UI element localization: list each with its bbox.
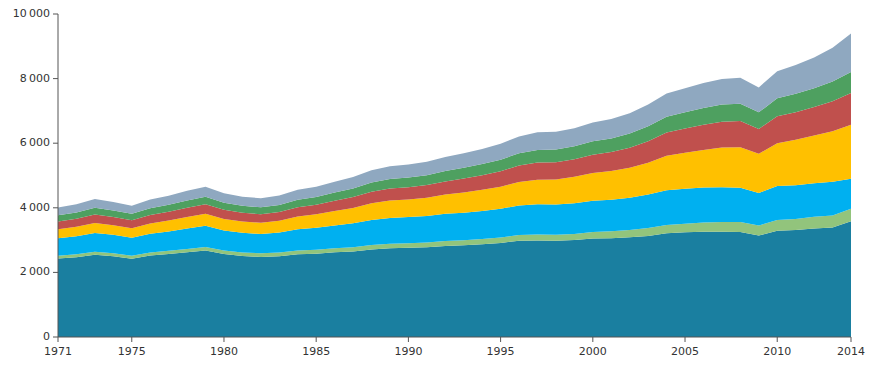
y-tick-label: 10 000 bbox=[13, 7, 50, 20]
x-axis-line bbox=[58, 337, 851, 338]
x-tick bbox=[131, 337, 132, 342]
x-tick bbox=[851, 337, 852, 342]
x-tick-label: 2014 bbox=[837, 345, 865, 358]
y-tick bbox=[53, 272, 58, 273]
x-tick bbox=[58, 337, 59, 342]
x-tick-label: 1980 bbox=[210, 345, 238, 358]
x-tick bbox=[777, 337, 778, 342]
x-tick bbox=[685, 337, 686, 342]
y-tick bbox=[53, 78, 58, 79]
y-tick-label: 2 000 bbox=[20, 265, 50, 278]
x-tick bbox=[592, 337, 593, 342]
x-tick-label: 1975 bbox=[118, 345, 146, 358]
x-tick bbox=[408, 337, 409, 342]
axes: 0 2 000 4 000 6 000 8 000 10 000 1971 1975 1980 1… bbox=[13, 7, 865, 358]
y-tick-label: 4 000 bbox=[20, 201, 50, 214]
x-tick-label: 2000 bbox=[579, 345, 607, 358]
chart: 0 2 000 4 000 6 000 8 000 10 000 1971 1975 1980 1… bbox=[0, 0, 873, 367]
y-tick bbox=[53, 337, 58, 338]
y-tick bbox=[53, 143, 58, 144]
x-tick bbox=[223, 337, 224, 342]
y-tick bbox=[53, 14, 58, 15]
area bbox=[58, 34, 851, 216]
x-tick-label: 1985 bbox=[302, 345, 330, 358]
x-tick-label: 2005 bbox=[671, 345, 699, 358]
x-tick-label: 2010 bbox=[763, 345, 791, 358]
y-tick bbox=[53, 207, 58, 208]
y-axis-line bbox=[58, 14, 59, 337]
x-tick-label: 1995 bbox=[487, 345, 515, 358]
areas bbox=[58, 34, 851, 337]
x-tick-label: 1971 bbox=[44, 345, 72, 358]
x-tick bbox=[316, 337, 317, 342]
y-tick-label: 8 000 bbox=[20, 72, 50, 85]
y-tick-label: 6 000 bbox=[20, 136, 50, 149]
x-tick bbox=[500, 337, 501, 342]
x-tick-label: 1990 bbox=[394, 345, 422, 358]
y-tick-label: 0 bbox=[43, 330, 50, 343]
